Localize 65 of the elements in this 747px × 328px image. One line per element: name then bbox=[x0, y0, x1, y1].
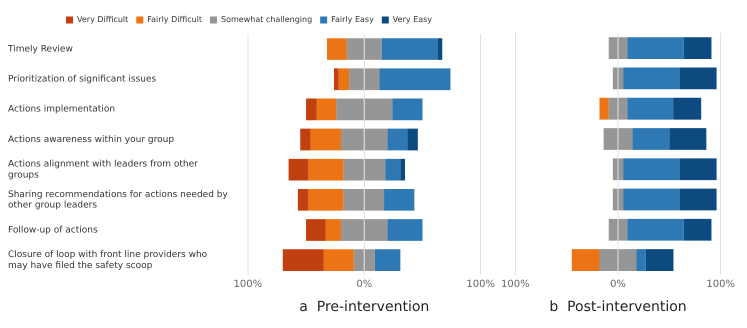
bar bbox=[392, 98, 422, 120]
bar bbox=[334, 68, 339, 90]
legend-label: Fairly Difficult bbox=[147, 15, 202, 24]
bar bbox=[379, 68, 450, 90]
bar bbox=[673, 98, 702, 120]
legend-label: Very Difficult bbox=[77, 15, 128, 24]
bar bbox=[338, 68, 350, 90]
bar bbox=[627, 37, 684, 60]
bar bbox=[623, 68, 680, 90]
bar bbox=[288, 158, 308, 181]
x-tick-label: 100% bbox=[234, 278, 262, 290]
bar bbox=[400, 158, 406, 181]
bar bbox=[306, 219, 326, 241]
y-tick-label: Actions alignment with leaders from other groups bbox=[8, 160, 198, 180]
x-tick-label: 0% bbox=[356, 278, 372, 290]
x-axis-title: a Pre-intervention bbox=[299, 299, 430, 316]
bar bbox=[388, 219, 422, 241]
bar bbox=[680, 158, 717, 180]
y-tick-label: Follow-up of actions bbox=[8, 225, 98, 236]
x-axis-title: b Post-intervention bbox=[549, 299, 687, 316]
bar bbox=[308, 188, 344, 211]
x-tick-label: 0% bbox=[610, 278, 626, 290]
bar bbox=[382, 38, 438, 60]
bar bbox=[324, 249, 354, 271]
bar bbox=[684, 37, 712, 60]
y-tick-label: Actions awareness within your group bbox=[8, 134, 174, 145]
bar bbox=[407, 128, 418, 150]
bar bbox=[623, 158, 680, 180]
bar bbox=[374, 249, 400, 271]
bar bbox=[646, 249, 674, 271]
y-tick-label: Actions implementation bbox=[8, 104, 116, 115]
bar bbox=[669, 128, 706, 150]
bar bbox=[300, 128, 311, 150]
bar bbox=[627, 218, 684, 241]
bar bbox=[623, 188, 680, 210]
bar bbox=[306, 98, 317, 120]
bar bbox=[636, 249, 646, 271]
bar bbox=[627, 98, 674, 120]
y-tick-label: Prioritization of significant issues bbox=[8, 74, 157, 85]
legend-label: Very Easy bbox=[392, 15, 432, 24]
bar bbox=[308, 158, 344, 181]
bar bbox=[385, 158, 400, 181]
y-tick-label: Closure of loop with front line providers who may have filed the safety scoop bbox=[8, 250, 208, 271]
y-tick-label: Sharing recommendations for actions needed by other group leaders bbox=[8, 190, 228, 211]
bar bbox=[316, 98, 336, 120]
bar bbox=[438, 38, 442, 60]
bar bbox=[310, 128, 341, 150]
x-tick-label: 100% bbox=[466, 278, 495, 290]
bar bbox=[680, 68, 717, 90]
bar bbox=[282, 249, 324, 271]
y-tick-label: Timely Review bbox=[7, 44, 73, 54]
bar bbox=[326, 219, 341, 241]
bar bbox=[298, 188, 308, 211]
bar bbox=[572, 249, 600, 271]
x-tick-label: 100% bbox=[706, 278, 735, 290]
bar bbox=[632, 128, 670, 150]
bar bbox=[684, 218, 712, 241]
legend-label: Fairly Easy bbox=[331, 15, 374, 24]
x-tick-label: 100% bbox=[501, 278, 530, 290]
bar bbox=[384, 188, 414, 211]
legend-label: Somewhat challenging bbox=[221, 15, 312, 24]
bar bbox=[600, 98, 609, 120]
bar bbox=[680, 188, 717, 210]
bar bbox=[388, 128, 408, 150]
bar bbox=[327, 38, 347, 60]
